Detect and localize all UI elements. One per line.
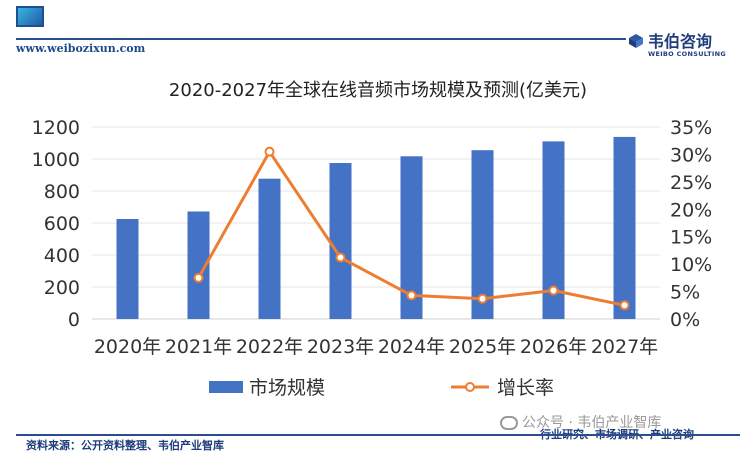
y-left-tick-label: 0: [68, 309, 80, 331]
brand-name: 韦伯咨询: [648, 32, 713, 51]
legend-swatch-marker: [465, 382, 475, 392]
growth-point-6: [477, 293, 488, 304]
growth-point-5: [406, 290, 417, 301]
x-tick-label: 2021年: [165, 336, 232, 358]
chart-title: 2020-2027年全球在线音频市场规模及预测(亿美元): [168, 80, 588, 101]
logo-square: [16, 6, 44, 27]
header-divider: [16, 38, 626, 40]
x-tick-label: 2026年: [520, 336, 587, 358]
bar-5: [400, 156, 423, 319]
y-right-tick-label: 25%: [670, 172, 712, 194]
growth-point-4: [335, 252, 346, 263]
watermark-text: 公众号 · 韦伯产业智库: [522, 415, 662, 431]
x-tick-label: 2027年: [591, 336, 658, 358]
x-tick-label: 2023年: [307, 336, 374, 358]
site-url[interactable]: www.weibozixun.com: [16, 42, 146, 55]
y-right-tick-label: 20%: [670, 199, 712, 221]
brand-cube-icon: [629, 34, 643, 48]
y-left-tick-label: 1000: [32, 149, 80, 171]
y-left-tick-label: 800: [44, 181, 80, 203]
watermark: 公众号 · 韦伯产业智库: [500, 412, 661, 432]
bar-7: [542, 141, 565, 319]
legend-swatch-bar: [209, 381, 243, 393]
brand-logo: 韦伯咨询 WEIBO CONSULTING: [628, 28, 746, 62]
y-left-tick-label: 1200: [32, 117, 80, 139]
y-left-tick-label: 600: [44, 213, 80, 235]
growth-point-8: [619, 300, 630, 311]
y-right-tick-label: 10%: [670, 254, 712, 276]
x-tick-label: 2020年: [94, 336, 161, 358]
y-left-tick-label: 200: [44, 277, 80, 299]
growth-point-2: [193, 272, 204, 283]
legend-label-bar: 市场规模: [249, 377, 325, 399]
x-tick-label: 2022年: [236, 336, 303, 358]
y-right-tick-label: 0%: [670, 309, 700, 331]
y-left-tick-label: 400: [44, 245, 80, 267]
x-tick-label: 2024年: [378, 336, 445, 358]
bar-3: [258, 178, 281, 319]
source-note: 资料来源：公开资料整理、韦伯产业智库: [26, 439, 224, 452]
bar-8: [613, 136, 636, 319]
x-tick-label: 2025年: [449, 336, 516, 358]
wechat-icon: [500, 416, 518, 430]
brand-subtitle: WEIBO CONSULTING: [648, 50, 726, 58]
bar-2: [187, 211, 210, 319]
y-right-tick-label: 5%: [670, 282, 700, 304]
y-right-tick-label: 35%: [670, 117, 712, 139]
y-right-tick-label: 15%: [670, 227, 712, 249]
growth-point-7: [548, 285, 559, 296]
growth-point-3: [264, 146, 275, 157]
bar-4: [329, 163, 352, 319]
legend-label-line: 增长率: [497, 377, 554, 399]
footer-divider: [16, 434, 740, 436]
bar-6: [471, 150, 494, 319]
y-right-tick-label: 30%: [670, 144, 712, 166]
bar-1: [116, 219, 139, 319]
